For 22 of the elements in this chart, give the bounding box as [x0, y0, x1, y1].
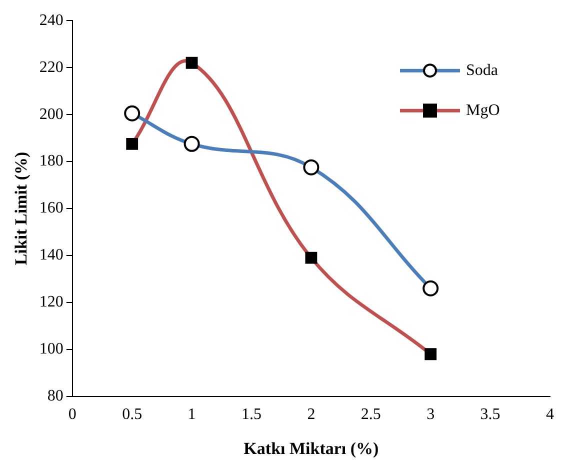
x-tick-label: 0.5 — [122, 406, 142, 424]
y-axis-title: Likit Limit (%) — [12, 152, 31, 266]
legend-label: MgO — [466, 102, 500, 119]
x-tick-label: 2 — [307, 406, 316, 424]
legend-label: Soda — [466, 62, 498, 79]
y-tick-label: 180 — [39, 152, 64, 170]
x-tick-label: 1 — [188, 406, 196, 424]
x-tick-label: 3 — [426, 406, 435, 424]
y-tick-label: 200 — [39, 106, 64, 123]
y-tick-label: 80 — [47, 388, 64, 405]
y-tick-label: 220 — [39, 58, 64, 76]
y-tick-label: 120 — [39, 294, 64, 311]
x-tick-label: 1.5 — [242, 406, 262, 424]
y-tick-label: 140 — [39, 246, 64, 264]
x-tick-label: 2.5 — [360, 406, 381, 424]
y-tick-label: 240 — [39, 12, 64, 29]
x-tick-label: 3.5 — [480, 406, 500, 424]
y-tick-label: 160 — [39, 200, 64, 217]
x-tick-label: 4 — [546, 406, 554, 424]
x-axis-title: Katkı Miktarı (%) — [244, 439, 379, 458]
x-tick-label: 0 — [68, 406, 76, 424]
y-tick-label: 100 — [39, 340, 64, 358]
